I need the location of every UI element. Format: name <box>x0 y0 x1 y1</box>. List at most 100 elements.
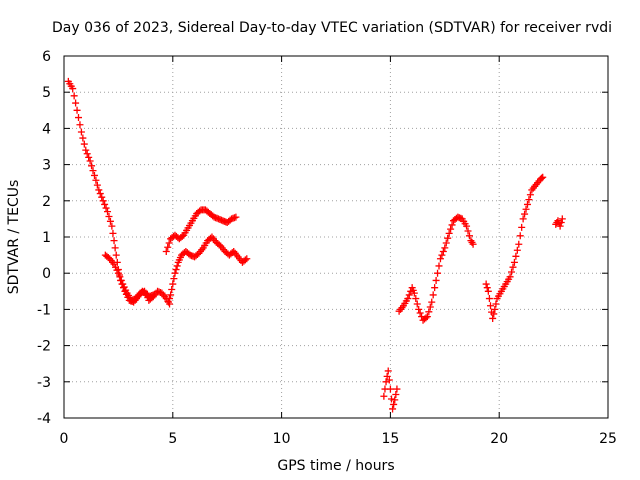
data-point <box>99 197 107 205</box>
data-point <box>428 298 436 306</box>
data-point-interp <box>425 308 433 316</box>
data-point-interp <box>518 223 526 231</box>
series-arc-8 <box>552 215 566 230</box>
data-point-interp <box>111 263 119 271</box>
data-point-interp <box>165 239 173 247</box>
data-point-interp <box>538 174 546 182</box>
data-point <box>169 280 177 288</box>
data-point <box>389 405 397 413</box>
x-tick-label: 5 <box>168 431 177 447</box>
data-point <box>73 106 81 114</box>
data-point <box>489 314 497 322</box>
data-point <box>104 208 112 216</box>
y-tick-label: -3 <box>37 375 51 391</box>
data-point-interp <box>465 232 473 240</box>
data-point-interp <box>109 229 117 237</box>
data-point <box>445 229 453 237</box>
data-point <box>108 222 116 230</box>
data-point-interp <box>89 167 97 175</box>
data-point-interp <box>72 99 80 107</box>
data-point <box>114 269 122 277</box>
data-point <box>486 302 494 310</box>
data-point-interp <box>413 300 421 308</box>
data-point-interp <box>447 225 455 233</box>
data-point <box>110 260 118 268</box>
data-point-interp <box>113 266 121 274</box>
data-point <box>232 213 240 221</box>
x-tick-label: 15 <box>381 431 399 447</box>
data-point-interp <box>178 232 186 240</box>
y-tick-label: -2 <box>37 339 51 355</box>
series-arc-3 <box>162 206 240 255</box>
y-tick-label: 6 <box>42 49 51 65</box>
data-point-interp <box>557 219 565 227</box>
data-point-interp <box>485 295 493 303</box>
data-point <box>539 173 547 181</box>
data-point <box>463 222 471 230</box>
data-point-interp <box>172 266 180 274</box>
x-tick-label: 20 <box>490 431 508 447</box>
data-point <box>523 200 531 208</box>
data-point-interp <box>508 268 516 276</box>
series-arc-6 <box>395 213 477 324</box>
data-point <box>423 313 431 321</box>
data-point-interp <box>392 390 400 398</box>
data-point <box>167 291 175 299</box>
data-point-interp <box>422 314 430 322</box>
data-point <box>243 255 251 263</box>
data-point-interp <box>490 310 498 318</box>
data-point <box>112 251 120 259</box>
data-point-interp <box>111 244 119 252</box>
data-point-interp <box>120 283 128 291</box>
x-tick-label: 25 <box>599 431 617 447</box>
data-point-interp <box>75 114 83 122</box>
data-point <box>410 289 418 297</box>
series-arc-2 <box>101 251 157 304</box>
x-tick-label: 10 <box>273 431 291 447</box>
data-point <box>432 276 440 284</box>
data-point-interp <box>96 190 104 198</box>
y-tick-label: 0 <box>42 266 51 282</box>
data-point-interp <box>166 295 174 303</box>
y-axis-label: SDTVAR / TECUs <box>6 180 22 295</box>
data-point-interp <box>88 162 96 170</box>
data-point-interp <box>170 275 178 283</box>
data-point-interp <box>168 285 176 293</box>
data-point <box>482 280 490 288</box>
data-point <box>86 157 94 165</box>
data-point <box>164 298 172 306</box>
data-point <box>380 392 388 400</box>
y-tick-label: 1 <box>42 230 51 246</box>
data-point-interp <box>85 153 93 161</box>
data-point-interp <box>435 262 443 270</box>
data-point <box>90 171 98 179</box>
data-point <box>110 237 118 245</box>
data-point-interp <box>442 239 450 247</box>
data-point-interp <box>512 252 520 260</box>
data-point <box>436 255 444 263</box>
data-point-interp <box>444 234 452 242</box>
data-point-interp <box>431 284 439 292</box>
data-point-interp <box>434 269 442 277</box>
data-point <box>82 146 90 154</box>
data-point-interp <box>383 372 391 380</box>
data-point <box>384 367 392 375</box>
data-point-interp <box>80 140 88 148</box>
x-tick-label: 0 <box>60 431 69 447</box>
data-point <box>393 385 401 393</box>
data-point-interp <box>405 291 413 299</box>
data-point-interp <box>79 134 87 142</box>
data-point-interp <box>116 273 124 281</box>
data-point-interp <box>122 286 130 294</box>
data-point-interp <box>522 205 530 213</box>
data-point-interp <box>105 212 113 220</box>
data-point-interp <box>448 221 456 229</box>
data-point-interp <box>117 276 125 284</box>
data-point <box>506 273 514 281</box>
data-point-interp <box>92 176 100 184</box>
data-point <box>95 186 103 194</box>
data-points <box>64 77 566 413</box>
chart-title: Day 036 of 2023, Sidereal Day-to-day VTE… <box>52 20 612 36</box>
y-tick-label: 3 <box>42 158 51 174</box>
